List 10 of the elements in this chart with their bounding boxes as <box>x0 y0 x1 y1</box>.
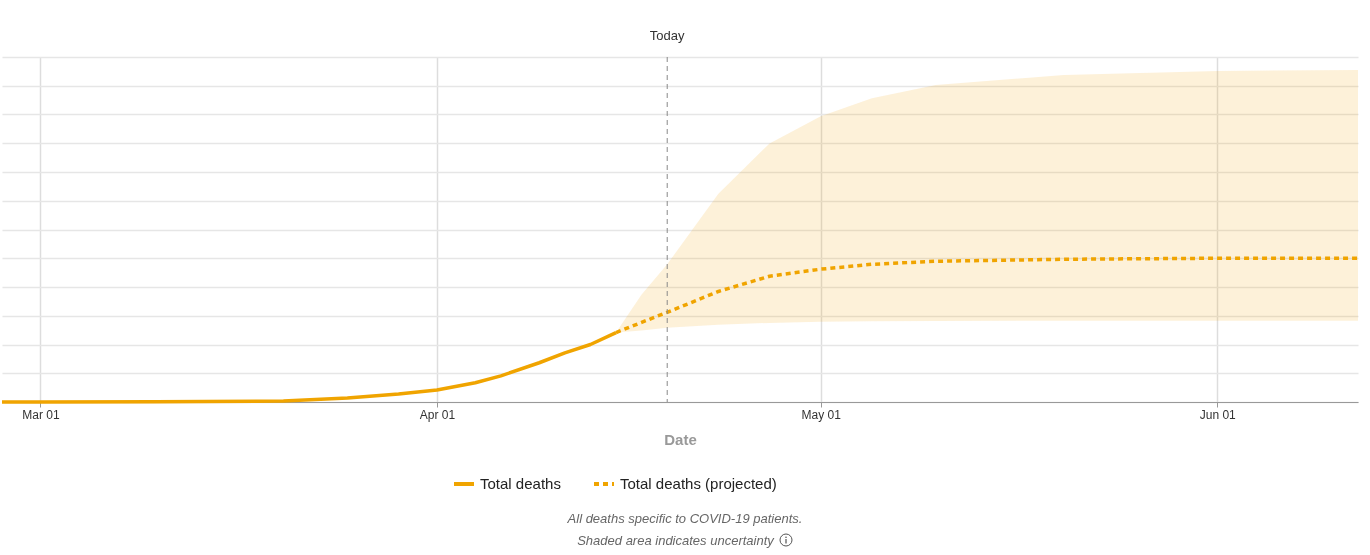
x-tick-label: May 01 <box>801 407 842 422</box>
text: All deaths specific to COVID-19 patients. <box>566 510 804 528</box>
text: Shaded area indicates uncertainty <box>576 532 775 550</box>
x-tick-label: Apr 01 <box>419 407 456 422</box>
x-tick-label: Mar 01 <box>22 407 60 422</box>
legend-label: Total deaths <box>480 475 561 492</box>
ref-line-label: Today <box>649 28 686 43</box>
legend-label: Total deaths (projected) <box>620 475 777 492</box>
x-axis-title: Date <box>664 430 697 448</box>
x-tick-label: Jun 01 <box>1199 407 1237 422</box>
